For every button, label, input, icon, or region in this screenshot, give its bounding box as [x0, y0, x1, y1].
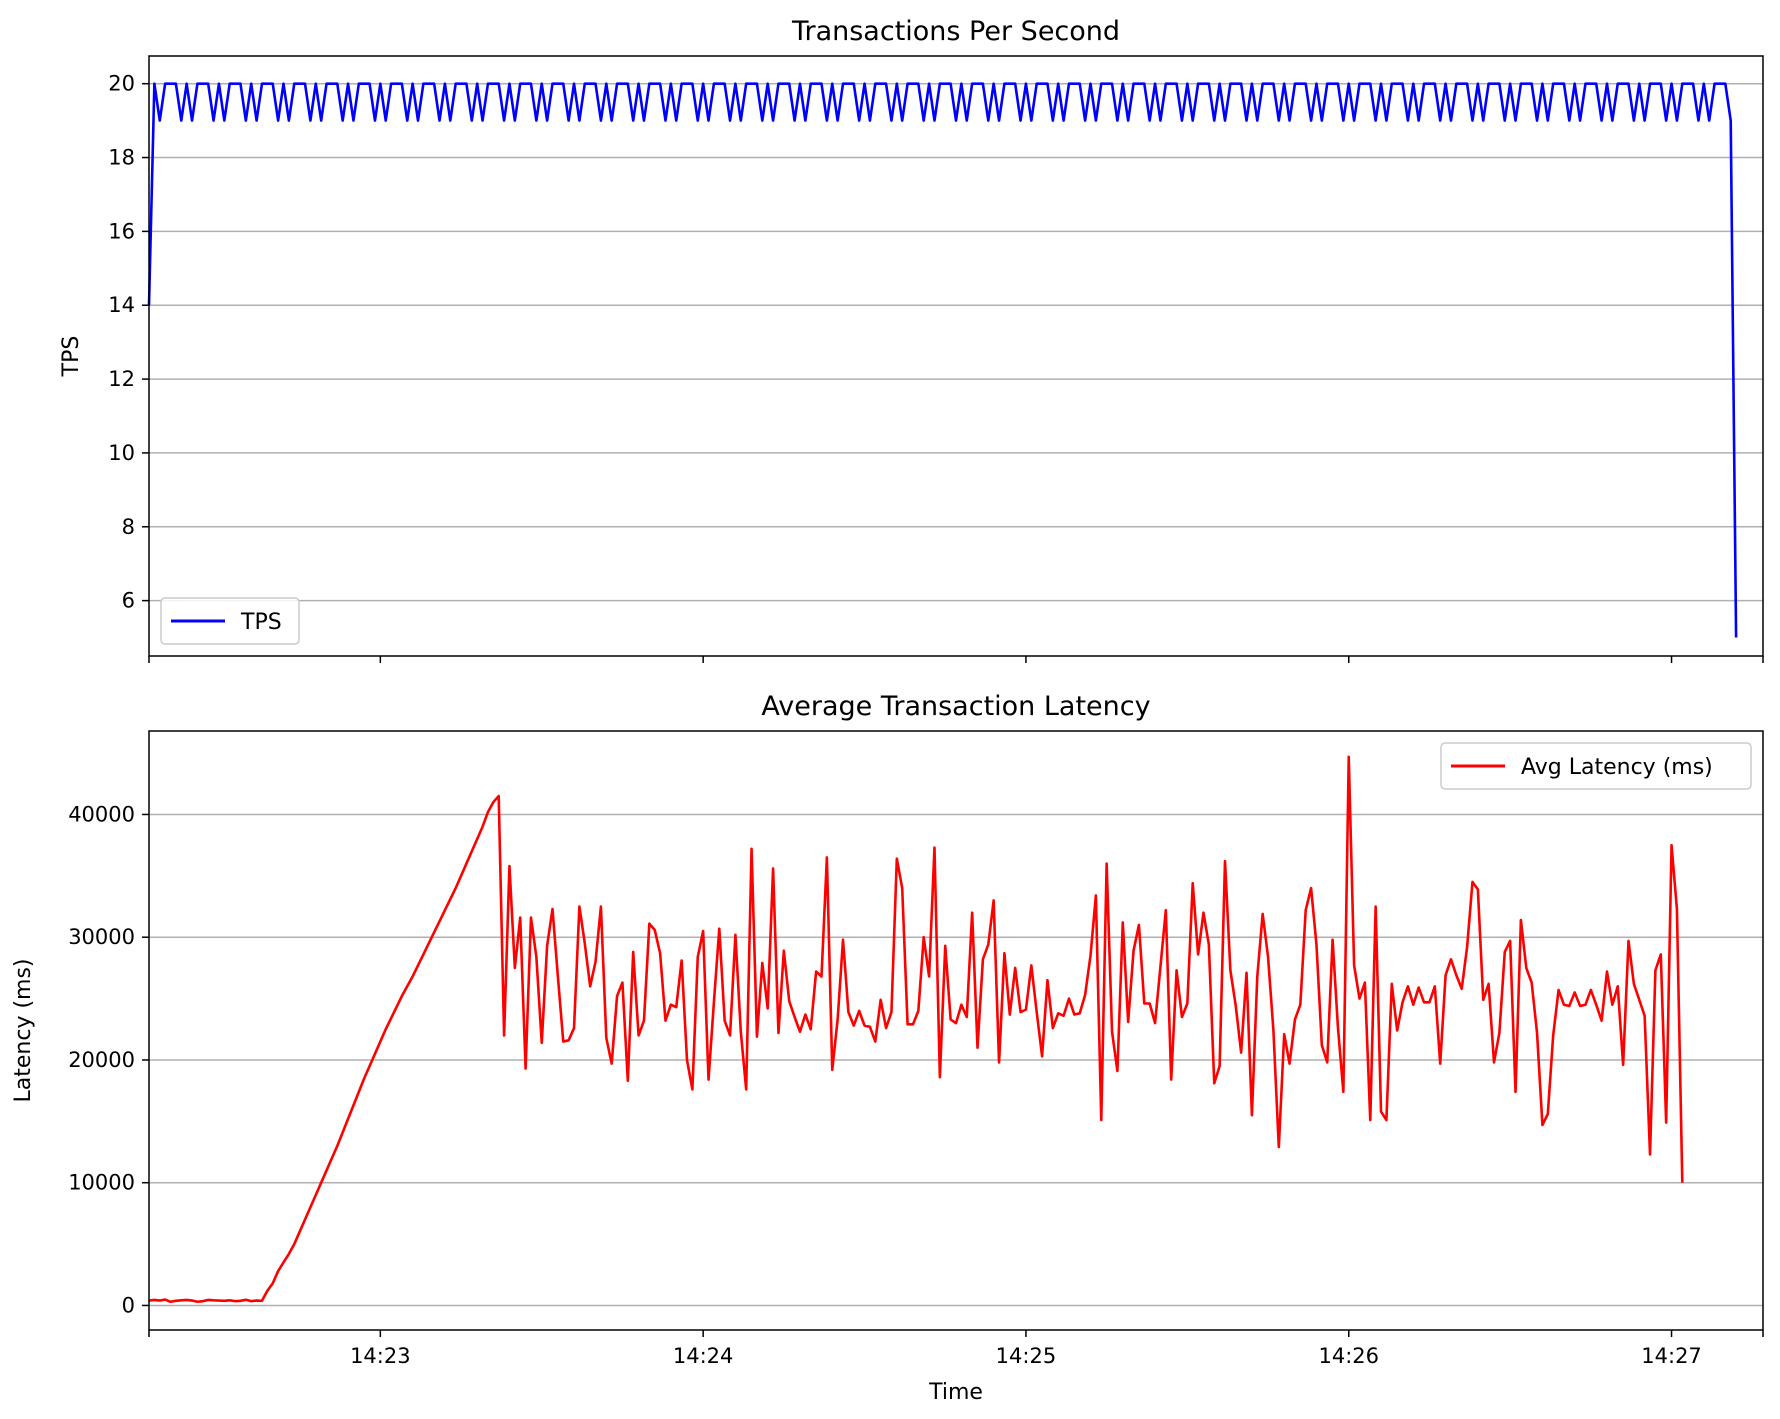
y-tick-label: 8 — [122, 515, 135, 539]
series-line-0 — [147, 82, 1738, 638]
plot-frame — [148, 730, 1764, 1331]
legend-label: TPS — [240, 610, 282, 635]
y-tick-label: 18 — [108, 146, 135, 170]
plot-frame — [148, 55, 1764, 657]
x-axis-label: Time — [928, 1380, 983, 1405]
y-tick-label: 16 — [108, 219, 135, 243]
x-tick-label: 14:27 — [1641, 1344, 1702, 1368]
y-tick-label: 14 — [108, 293, 135, 317]
legend-box — [160, 597, 300, 645]
chart-title: Transactions Per Second — [791, 16, 1120, 47]
x-tick-label: 14:23 — [350, 1344, 411, 1368]
y-tick-label: 0 — [122, 1293, 135, 1317]
y-tick-label: 10000 — [68, 1171, 135, 1195]
x-tick-label: 14:26 — [1318, 1344, 1379, 1368]
y-tick-label: 20 — [108, 72, 135, 96]
y-tick-label: 10 — [108, 441, 135, 465]
y-tick-label: 20000 — [68, 1048, 135, 1072]
chart-title: Average Transaction Latency — [761, 691, 1150, 722]
legend: Avg Latency (ms) — [1440, 742, 1752, 790]
y-tick-label: 12 — [108, 367, 135, 391]
latency-panel: Average Transaction Latency 0 10000 20000 30… — [11, 691, 1764, 1405]
y-axis-label: Latency (ms) — [11, 958, 36, 1102]
tps-panel: Transactions Per Second 6 8 10 12 14 16 18 20 TPS… — [59, 16, 1764, 663]
y-tick-label: 40000 — [68, 802, 135, 826]
legend-box — [1440, 742, 1752, 790]
legend: TPS — [160, 597, 300, 645]
x-tick-label: 14:25 — [996, 1344, 1057, 1368]
x-tick-label: 14:24 — [673, 1344, 734, 1368]
y-tick-label: 6 — [122, 589, 135, 613]
legend-label: Avg Latency (ms) — [1521, 755, 1713, 780]
y-axis-label: TPS — [59, 336, 84, 378]
y-tick-label: 30000 — [68, 925, 135, 949]
series-line-0 — [148, 755, 1684, 1304]
